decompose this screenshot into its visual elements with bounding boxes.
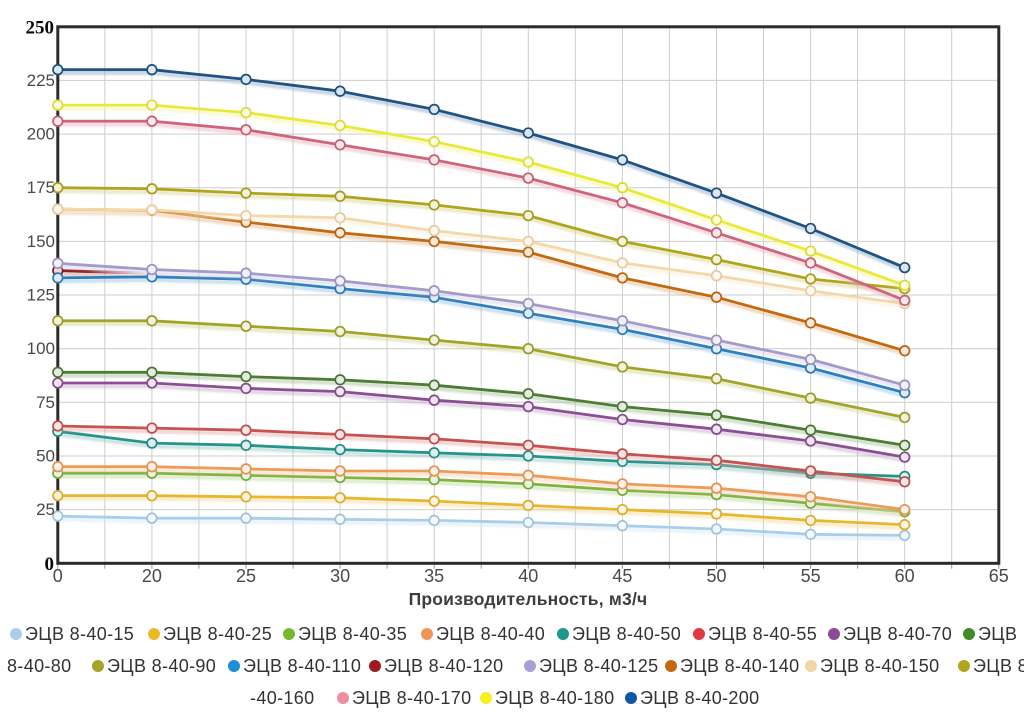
svg-text:45: 45: [612, 566, 632, 586]
svg-text:ЭЦВ 8-40-170: ЭЦВ 8-40-170: [352, 688, 472, 708]
svg-text:75: 75: [36, 393, 55, 412]
svg-text:ЭЦВ 8-40-25: ЭЦВ 8-40-25: [163, 624, 272, 644]
svg-text:ЭЦВ 8-40-35: ЭЦВ 8-40-35: [298, 624, 407, 644]
svg-text:ЭЦВ 8-40-55: ЭЦВ 8-40-55: [708, 624, 817, 644]
svg-text:40: 40: [518, 566, 538, 586]
svg-text:ЭЦВ 8-40-150: ЭЦВ 8-40-150: [820, 656, 940, 676]
svg-text:20: 20: [142, 566, 162, 586]
svg-text:225: 225: [27, 71, 55, 90]
svg-text:55: 55: [801, 566, 821, 586]
svg-text:ЭЦВ 8-40-140: ЭЦВ 8-40-140: [680, 656, 800, 676]
svg-text:ЭЦВ 8-40-90: ЭЦВ 8-40-90: [107, 656, 216, 676]
svg-text:25: 25: [236, 566, 256, 586]
svg-text:ЭЦВ 8-40-15: ЭЦВ 8-40-15: [25, 624, 134, 644]
svg-text:0: 0: [45, 554, 55, 575]
svg-text:100: 100: [27, 339, 55, 358]
svg-text:150: 150: [27, 232, 55, 251]
svg-text:8-40-80: 8-40-80: [7, 656, 72, 676]
svg-text:ЭЦВ 8-40-110: ЭЦВ 8-40-110: [243, 656, 361, 676]
svg-text:ЭЦВ: ЭЦВ: [978, 624, 1017, 644]
svg-text:125: 125: [27, 286, 55, 305]
svg-text:25: 25: [36, 500, 55, 519]
svg-text:ЭЦВ 8-40-120: ЭЦВ 8-40-120: [384, 656, 504, 676]
svg-text:-40-160: -40-160: [250, 688, 315, 708]
svg-text:65: 65: [989, 566, 1009, 586]
svg-text:ЭЦВ 8-40-50: ЭЦВ 8-40-50: [572, 624, 681, 644]
svg-text:35: 35: [424, 566, 444, 586]
svg-text:50: 50: [706, 566, 726, 586]
svg-text:175: 175: [27, 178, 55, 197]
svg-text:ЭЦВ 8: ЭЦВ 8: [973, 656, 1024, 676]
svg-text:ЭЦВ 8-40-40: ЭЦВ 8-40-40: [436, 624, 545, 644]
svg-text:ЭЦВ 8-40-180: ЭЦВ 8-40-180: [495, 688, 615, 708]
svg-text:Производительность, м3/ч: Производительность, м3/ч: [409, 589, 648, 609]
svg-text:60: 60: [895, 566, 915, 586]
svg-text:250: 250: [26, 17, 55, 38]
svg-text:200: 200: [27, 125, 55, 144]
svg-text:ЭЦВ 8-40-70: ЭЦВ 8-40-70: [843, 624, 952, 644]
svg-text:0: 0: [53, 566, 63, 586]
svg-text:30: 30: [330, 566, 350, 586]
svg-text:ЭЦВ 8-40-125: ЭЦВ 8-40-125: [539, 656, 659, 676]
svg-text:50: 50: [36, 447, 55, 466]
svg-text:ЭЦВ 8-40-200: ЭЦВ 8-40-200: [640, 688, 760, 708]
